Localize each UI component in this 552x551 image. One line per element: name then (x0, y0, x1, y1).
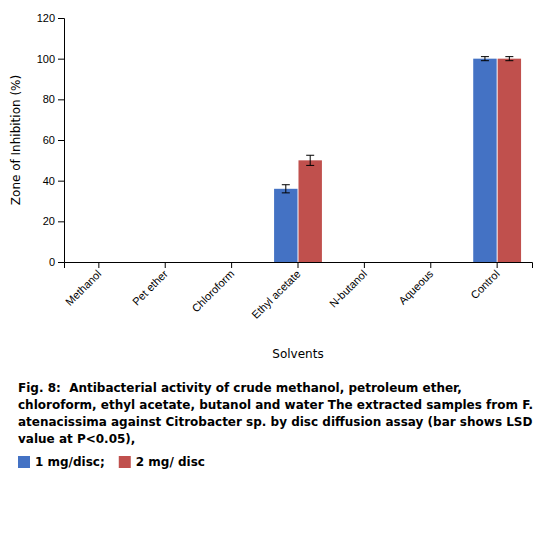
marks (274, 57, 521, 262)
x-tick-label: Control (468, 268, 502, 302)
x-tick-mark (497, 262, 498, 268)
x-tick: Methanol (63, 262, 103, 308)
caption: Fig. 8: Antibacterial activity of crude … (18, 381, 533, 446)
legend: 1 mg/disc; 2 mg/ disc (18, 455, 205, 469)
y-axis-label: Zone of Inhibition (%) (9, 75, 23, 205)
y-tick-label: 80 (43, 93, 55, 105)
x-tick: Control (468, 262, 502, 301)
y-tick: 20 (43, 215, 64, 227)
x-axis: Methanol Pet ether Chloroform Ethyl acetate… (63, 262, 532, 321)
x-tick-mark (430, 262, 431, 268)
y-tick-mark (58, 18, 64, 19)
x-tick-label: Pet ether (130, 267, 170, 307)
y-tick-label: 20 (43, 215, 55, 227)
y-tick-mark (58, 181, 64, 182)
error-bar (505, 57, 513, 61)
y-tick-mark (58, 59, 64, 60)
chart: 0 20 40 60 80 100 120 Methanol Pet ether Chlorofo… (0, 0, 552, 551)
legend-swatch (119, 456, 131, 468)
caption-line: chloroform, ethyl acetate, butanol and w… (18, 398, 533, 412)
caption-line: atenacissima against Citrobacter sp. by … (18, 415, 532, 429)
bar (166, 262, 189, 263)
x-tick: Aqueous (396, 262, 436, 307)
y-tick-mark (58, 99, 64, 100)
bar (340, 262, 363, 263)
bar (407, 262, 430, 263)
bar (274, 189, 297, 262)
x-tick: Chloroform (189, 262, 236, 314)
error-bar (481, 57, 489, 61)
bar (99, 262, 122, 263)
x-tick-mark (165, 262, 166, 268)
axis-line (58, 19, 65, 263)
y-tick-mark (58, 140, 64, 141)
x-tick-label: Aqueous (396, 267, 436, 307)
x-axis-label: Solvents (272, 347, 323, 361)
x-tick: Pet ether (130, 262, 170, 308)
y-tick-label: 40 (43, 175, 55, 187)
y-tick-label: 120 (37, 12, 55, 24)
y-tick: 100 (37, 53, 64, 65)
y-tick: 40 (43, 175, 64, 187)
series (298, 57, 521, 262)
bar (473, 59, 496, 262)
error-bar (282, 185, 290, 193)
series (274, 57, 497, 262)
y-tick-label: 60 (43, 134, 55, 146)
y-tick-label: 0 (49, 256, 55, 268)
y-tick-mark (58, 262, 64, 263)
y-tick-label: 100 (37, 53, 55, 65)
legend-label: 2 mg/ disc (136, 455, 205, 469)
bar (365, 262, 388, 263)
y-tick: 60 (43, 134, 64, 146)
caption-line: value at P<0.05), (18, 432, 135, 446)
y-tick: 0 (49, 256, 64, 268)
x-tick-label: Methanol (63, 268, 103, 308)
x-tick-mark (231, 262, 232, 268)
legend-item: 1 mg/disc; (18, 455, 105, 469)
axis-line (65, 263, 533, 269)
legend-label: 1 mg/disc; (35, 455, 105, 469)
bar (75, 262, 98, 263)
legend-item: 2 mg/ disc (119, 455, 205, 469)
x-tick: Ethyl acetate (249, 262, 302, 321)
x-tick-mark (364, 262, 365, 268)
x-tick-label: N-butanol (327, 268, 369, 310)
bar (298, 160, 321, 262)
y-tick-mark (58, 221, 64, 222)
x-tick-mark (98, 262, 99, 268)
y-tick: 120 (37, 12, 64, 24)
legend-swatch (18, 456, 30, 468)
bar (208, 262, 231, 263)
y-axis: 0 20 40 60 80 100 120 (37, 12, 65, 268)
error-bar (306, 155, 314, 165)
plot: 0 20 40 60 80 100 120 Methanol Pet ether Chlorofo… (9, 12, 533, 321)
x-tick-mark (298, 262, 299, 268)
x-tick: N-butanol (327, 262, 369, 310)
caption-line: Fig. 8: Antibacterial activity of crude … (18, 381, 462, 395)
bar (498, 59, 521, 262)
bar (431, 262, 454, 263)
bar (141, 262, 164, 263)
y-tick: 80 (43, 93, 64, 105)
x-tick-label: Ethyl acetate (249, 268, 302, 321)
bar (232, 262, 255, 263)
x-tick-label: Chloroform (189, 268, 236, 315)
